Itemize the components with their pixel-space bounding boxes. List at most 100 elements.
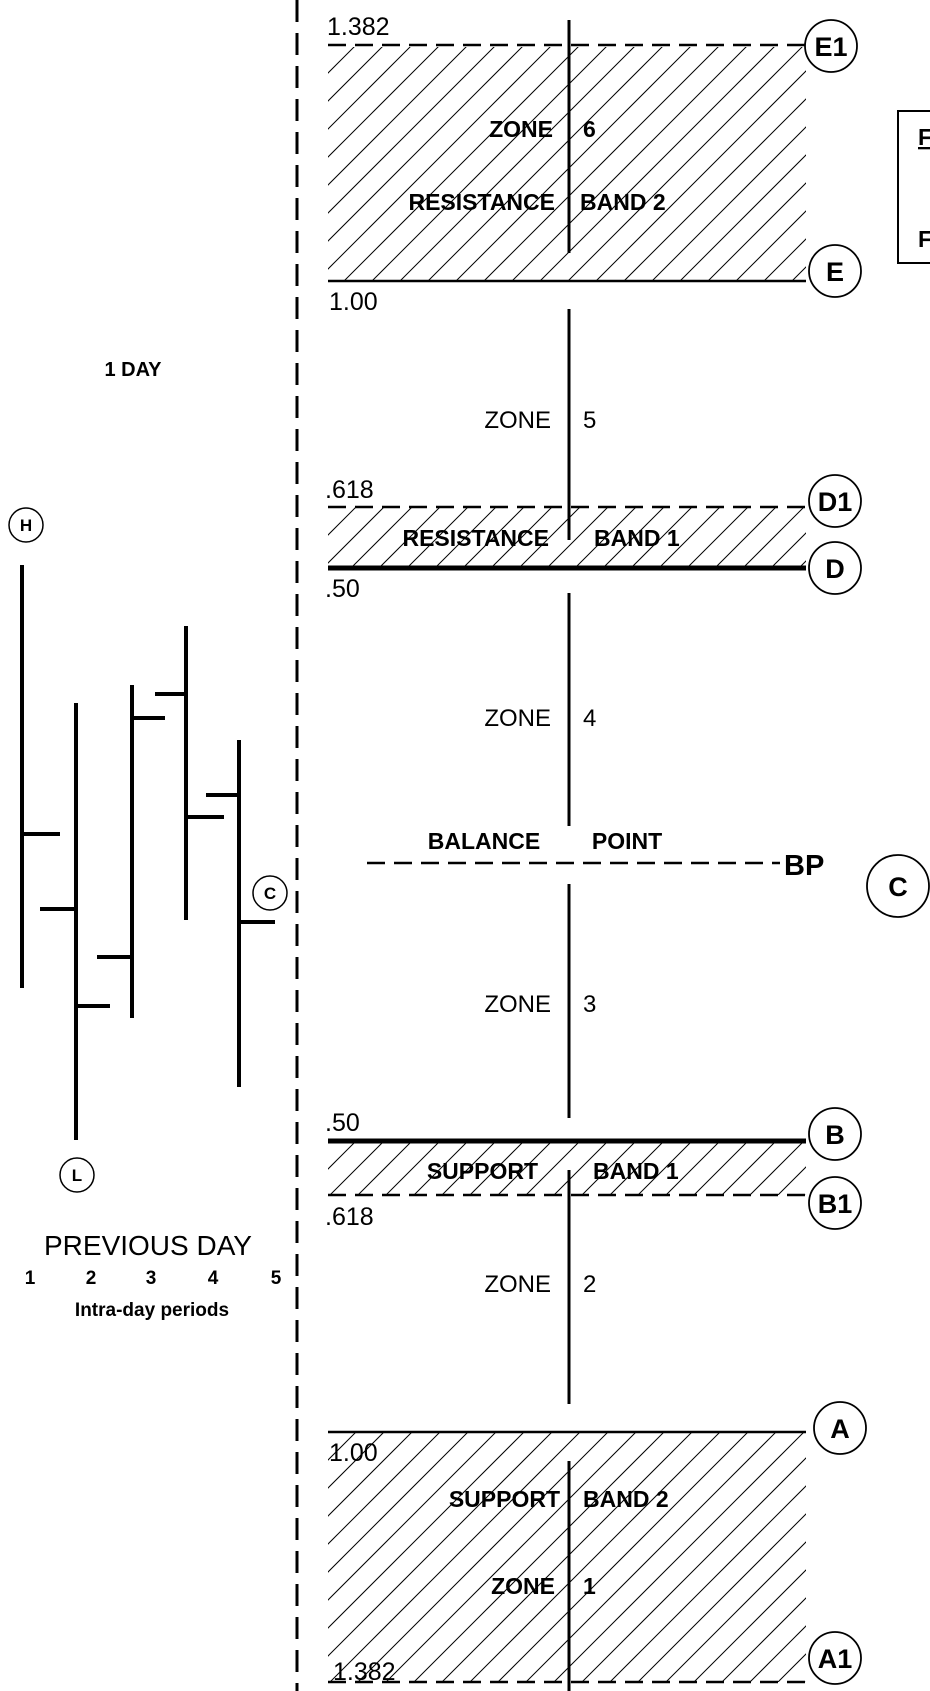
level-label-d1: .618 — [325, 476, 374, 504]
zone-3-label: ZONE 3 — [484, 991, 596, 1018]
resistance-band-1-label-left: RESISTANCE — [402, 525, 549, 551]
marker-e: E — [808, 244, 862, 298]
svg-text:B1: B1 — [818, 1189, 853, 1219]
period-number-3: 3 — [146, 1268, 157, 1289]
hatch-line — [328, 1432, 413, 1517]
hatch-line — [609, 1485, 806, 1682]
svg-text:2: 2 — [583, 1271, 596, 1298]
period-number-2: 2 — [86, 1268, 97, 1289]
hatch-line — [581, 1141, 637, 1195]
balance-point-close-marker: C — [866, 854, 930, 918]
hatch-line — [406, 507, 469, 568]
hatch-line — [328, 47, 411, 130]
period-number-4: 4 — [208, 1268, 219, 1289]
marker-a: A — [813, 1401, 867, 1455]
period-label: 1 DAY — [104, 359, 162, 381]
hatch-line — [497, 1141, 553, 1195]
hatch-line — [609, 1141, 665, 1195]
hatch-line — [637, 1513, 806, 1682]
resistance-band-2-hatch — [92, 45, 806, 281]
hatch-line — [539, 47, 775, 281]
level-label-b: .50 — [325, 1109, 360, 1137]
resistance-band-1-label-right: BAND 1 — [594, 525, 680, 551]
hatch-line — [328, 507, 385, 564]
hatch-line — [497, 1432, 749, 1682]
hatch-line — [469, 1432, 721, 1682]
hatch-line — [328, 1432, 329, 1433]
zone-6-label: ZONE 6 — [489, 116, 596, 142]
marker-b1: B1 — [808, 1176, 862, 1230]
hatch-line — [329, 1432, 581, 1682]
hatch-line — [328, 47, 383, 102]
hatch-line — [658, 507, 721, 568]
close-marker: C — [252, 875, 288, 911]
support-band-1-label-right: BAND 1 — [593, 1158, 679, 1184]
hatch-line — [735, 210, 806, 281]
hatch-line — [469, 1141, 525, 1195]
previous-day-label: PREVIOUS DAY — [44, 1230, 252, 1261]
level-label-e1: 1.382 — [327, 13, 390, 41]
support-band-2-label-right: BAND 2 — [583, 1486, 669, 1512]
hatch-line — [574, 507, 637, 568]
svg-text:ZONE: ZONE — [484, 1271, 551, 1298]
hatch-line — [385, 1432, 637, 1682]
hatch-line — [602, 507, 665, 568]
hatch-line — [328, 1432, 525, 1629]
hatch-line — [328, 507, 357, 536]
period-numbers: 1 2 3 4 5 — [25, 1268, 282, 1289]
balance-point-label-left: BALANCE — [428, 828, 540, 854]
hatch-line — [595, 70, 806, 281]
period-number-1: 1 — [25, 1268, 36, 1289]
period-number-5: 5 — [271, 1268, 282, 1289]
svg-text:D: D — [825, 554, 845, 584]
level-label-d: .50 — [325, 575, 360, 603]
hatch-line — [328, 47, 355, 74]
balance-point-label-right: POINT — [592, 828, 662, 854]
support-band-2-hatch — [328, 1432, 806, 1682]
hatch-line — [371, 47, 607, 281]
hatch-line — [399, 47, 635, 281]
support-band-1-label-left: SUPPORT — [427, 1158, 538, 1184]
hatch-line — [714, 507, 777, 568]
svg-text:E: E — [826, 257, 844, 287]
hatch-line — [483, 47, 719, 281]
hatch-line — [777, 1166, 806, 1195]
legend-box: F F — [897, 110, 930, 264]
zone-4-label: ZONE 4 — [484, 705, 596, 732]
svg-text:ZONE: ZONE — [491, 1573, 555, 1599]
hatch-line — [441, 1141, 497, 1195]
svg-text:6: 6 — [583, 116, 596, 142]
hatch-line — [328, 1432, 357, 1461]
hatch-line — [553, 1432, 805, 1682]
hatch-line — [707, 182, 806, 281]
hatch-line — [462, 507, 525, 568]
resistance-band-2-label-left: RESISTANCE — [408, 189, 555, 215]
hatch-line — [686, 507, 749, 568]
svg-text:5: 5 — [583, 407, 596, 434]
hatch-line — [92, 45, 328, 281]
hatch-line — [763, 238, 806, 281]
hatch-line — [721, 1141, 777, 1195]
level-label-a1: 1.382 — [333, 1658, 396, 1686]
hatch-line — [511, 47, 747, 281]
hatch-line — [385, 1141, 441, 1195]
marker-a1: A1 — [808, 1631, 862, 1685]
hatch-line — [693, 1569, 806, 1682]
level-label-b1: .618 — [325, 1203, 374, 1231]
svg-text:ZONE: ZONE — [484, 705, 551, 732]
previous-day-bars — [20, 565, 275, 1140]
svg-text:C: C — [264, 884, 276, 903]
marker-d: D — [808, 541, 862, 595]
hatch-line — [525, 1432, 777, 1682]
hatch-line — [427, 47, 663, 281]
hatch-line — [742, 507, 805, 568]
level-label-a: 1.00 — [329, 1439, 378, 1467]
hatch-line — [328, 1432, 441, 1545]
hatch-line — [441, 1432, 693, 1682]
hatch-line — [328, 1141, 357, 1170]
svg-text:H: H — [20, 516, 32, 535]
resistance-band-1-hatch — [328, 507, 806, 568]
svg-text:ZONE: ZONE — [484, 407, 551, 434]
svg-text:L: L — [72, 1166, 82, 1185]
